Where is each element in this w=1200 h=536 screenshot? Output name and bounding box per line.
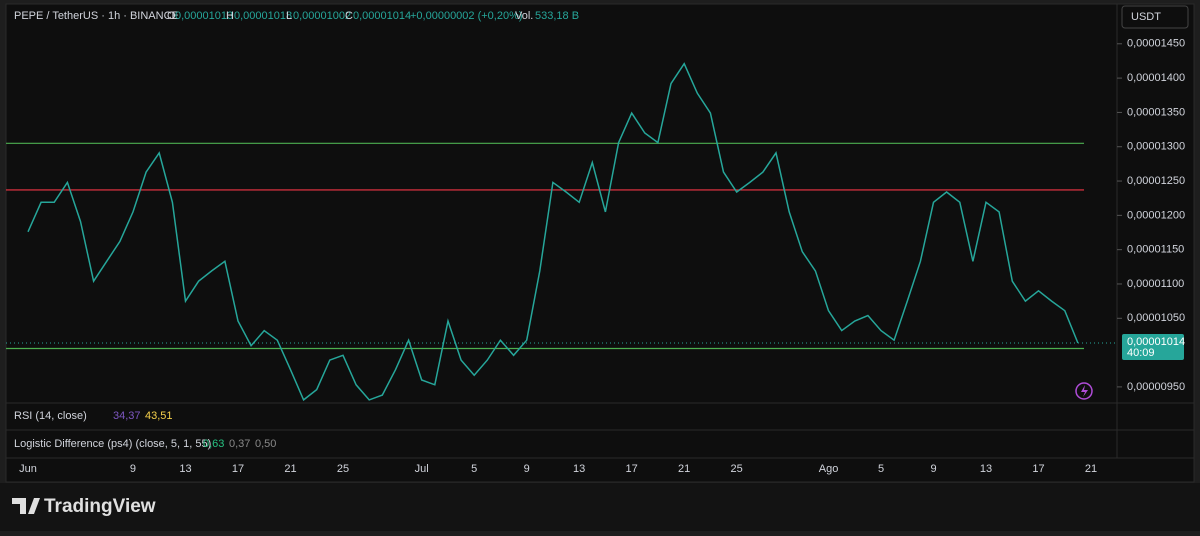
symbol: PEPE / TetherUS · 1h · BINANCE	[14, 10, 179, 22]
l-label: L	[286, 10, 292, 22]
y-tick-label: 0,00001450	[1127, 38, 1185, 50]
x-tick-label: 17	[626, 463, 638, 475]
y-tick-label: 0,00001150	[1127, 244, 1184, 256]
x-tick-label: Jun	[19, 463, 37, 475]
x-tick-label: 5	[471, 463, 477, 475]
open: 0,00001013	[175, 10, 233, 22]
y-tick-label: 0,00001050	[1127, 312, 1185, 324]
x-tick-label: Jul	[415, 463, 429, 475]
x-tick-label: 25	[337, 463, 349, 475]
x-tick-label: 13	[573, 463, 585, 475]
x-tick-label: 21	[1085, 463, 1097, 475]
currency[interactable]: USDT	[1131, 11, 1161, 23]
countdown: 40:09	[1127, 347, 1155, 359]
low: 0,00001002	[293, 10, 351, 22]
x-tick-label: 21	[678, 463, 690, 475]
rsi-ma: 43,51	[145, 410, 173, 422]
footer	[0, 483, 1200, 531]
x-tick-label: 25	[731, 463, 743, 475]
ld-value: 0,50	[255, 438, 276, 450]
x-tick-label: 21	[284, 463, 296, 475]
y-tick-label: 0,00001300	[1127, 141, 1185, 153]
h-label: H	[226, 10, 234, 22]
ld-title: Logistic Difference (ps4) (close, 5, 1, …	[14, 438, 211, 450]
y-tick-label: 0,00001400	[1127, 72, 1185, 84]
c-label: C	[345, 10, 353, 22]
alert-bolt	[1081, 385, 1088, 397]
last-price-tag	[1122, 333, 1184, 360]
plot: 0,00001450 0,00001400 0,00001350 0,00001300…	[6, 38, 1185, 475]
chart-panel	[5, 3, 1195, 483]
ld-value: 0,37	[229, 438, 250, 450]
last-price-label: 0,00001014	[1127, 336, 1185, 348]
x-tick-label: 13	[179, 463, 191, 475]
volume: 533,18 B	[535, 10, 579, 22]
y-tick-label: 0,00001100	[1127, 278, 1184, 290]
x-tick-label: 17	[232, 463, 244, 475]
x-tick-label: 9	[930, 463, 936, 475]
alert-icon[interactable]	[1075, 382, 1093, 400]
x-tick-label: 5	[878, 463, 884, 475]
change: +0,00000002 (+0,20%)	[410, 10, 523, 22]
close: 0,00001014	[353, 10, 411, 22]
y-tick-label: 0,00001350	[1127, 106, 1185, 118]
x-tick-label: Ago	[819, 463, 839, 475]
x-tick-label: 9	[524, 463, 530, 475]
vol-label: Vol.	[515, 10, 533, 22]
logo	[12, 498, 40, 514]
header: PEPE / TetherUS · 1h · BINANCE O 0,00001…	[14, 5, 1189, 450]
currency-button[interactable]	[1121, 5, 1189, 29]
brand: TradingView	[44, 496, 156, 517]
ld-value: 0,63	[203, 438, 224, 450]
rsi-title: RSI (14, close)	[14, 410, 87, 422]
o-label: O	[167, 10, 176, 22]
x-tick-label: 17	[1032, 463, 1044, 475]
price-line	[27, 62, 1079, 402]
rsi-value: 34,37	[113, 410, 141, 422]
high: 0,00001018	[234, 10, 292, 22]
y-tick-label: 0,00001200	[1127, 209, 1185, 221]
y-tick-label: 0,00001250	[1127, 175, 1185, 187]
y-tick-label: 0,00000950	[1127, 381, 1185, 393]
x-tick-label: 13	[980, 463, 992, 475]
x-tick-label: 9	[130, 463, 136, 475]
